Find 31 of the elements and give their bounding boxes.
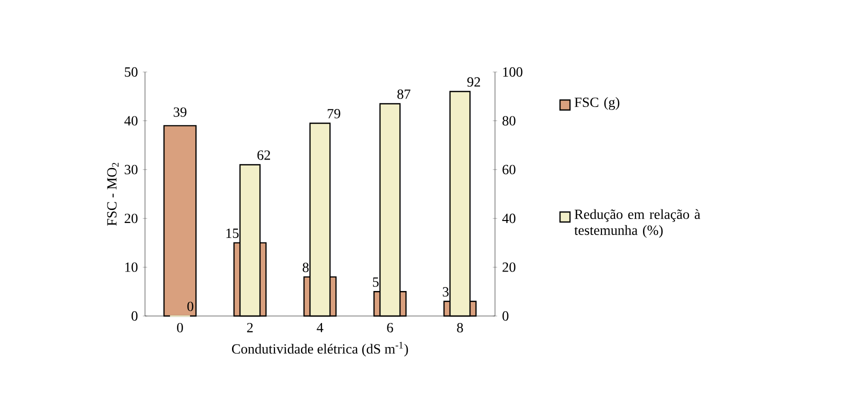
y2-tick-label: 60 [502, 164, 516, 174]
y-tick-label: 20 [124, 214, 138, 224]
y2-tick-label: 40 [502, 214, 516, 224]
data-label: 0 [187, 302, 194, 312]
x-tick-label: 6 [387, 322, 394, 332]
y2-tick-label: 0 [502, 311, 508, 321]
data-label: 39 [174, 107, 186, 117]
y-axis-title: FSC - MO$_{2}$ [107, 162, 119, 226]
data-label: 8 [302, 262, 309, 272]
legend-label: FSC (g) [574, 97, 620, 110]
data-label: 3 [442, 287, 449, 297]
y-tick-label: 30 [124, 164, 138, 174]
data-label: 5 [372, 277, 379, 287]
x-tick-label: 8 [457, 322, 463, 332]
y2-tick-label: 100 [503, 67, 522, 77]
data-label: 15 [226, 228, 239, 238]
data-label: 87 [397, 89, 410, 99]
y-tick-label: 10 [125, 262, 138, 272]
x-tick-label: 0 [177, 322, 183, 332]
legend-label: Redução em relação à testemunha (%) [574, 209, 700, 238]
x-tick-label: 2 [247, 322, 253, 332]
y2-tick-label: 20 [502, 262, 516, 272]
y-tick-label: 40 [124, 116, 138, 126]
x-axis-title: Condutividade elétrica (dS m$^{-1}$) [232, 342, 408, 356]
x-tick-label: 4 [316, 322, 324, 332]
y2-tick-label: 80 [502, 116, 516, 126]
y-tick-label: 0 [132, 311, 138, 321]
y-tick-label: 50 [124, 67, 138, 77]
data-label: 79 [328, 109, 340, 118]
data-label: 92 [467, 77, 480, 87]
data-label: 62 [257, 150, 270, 160]
